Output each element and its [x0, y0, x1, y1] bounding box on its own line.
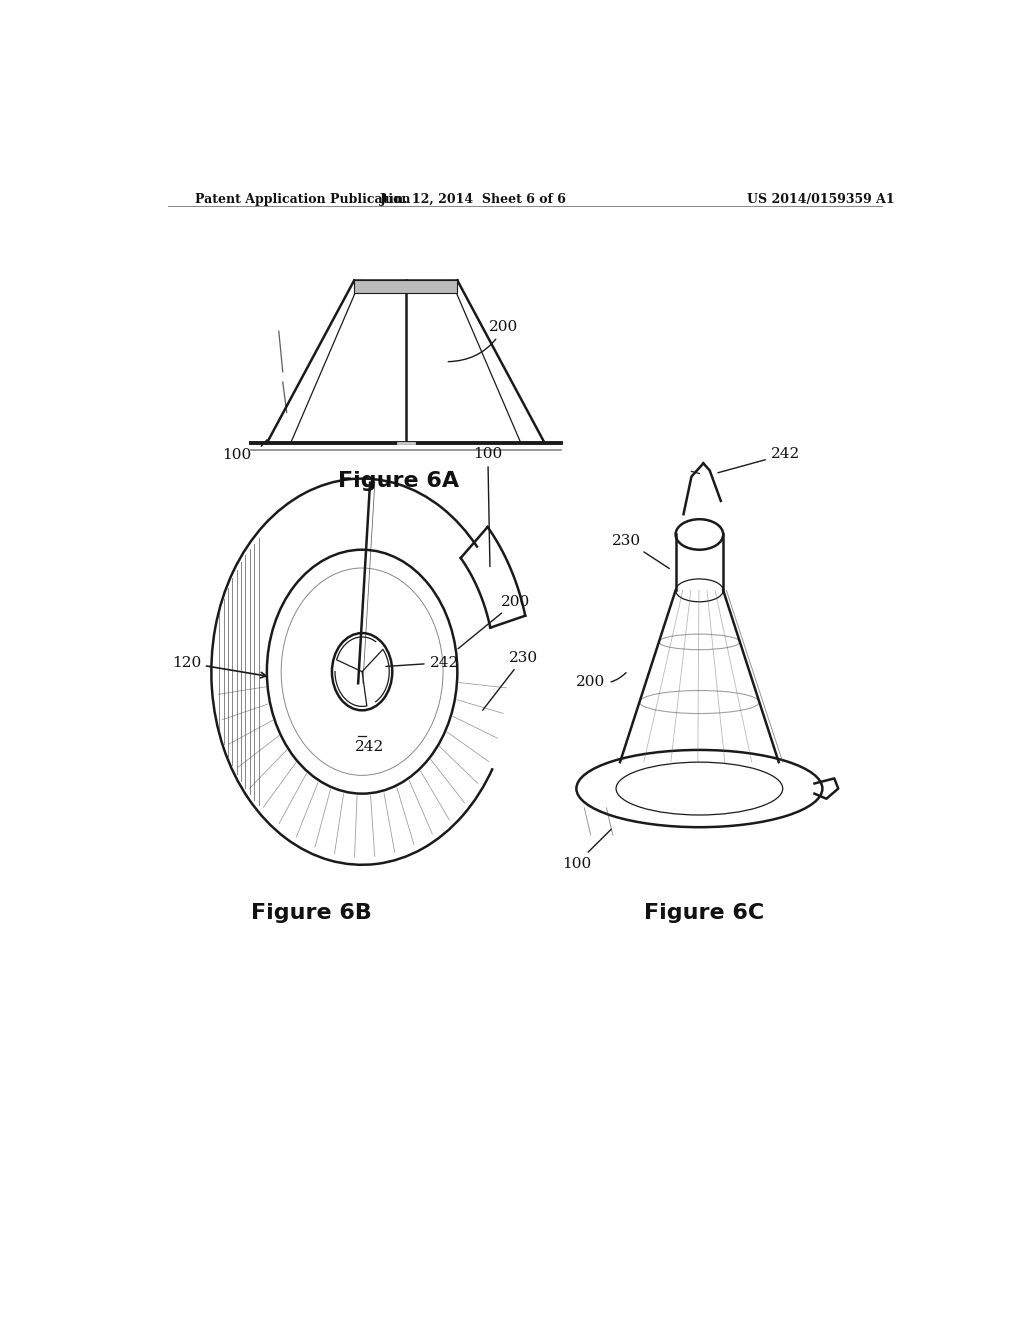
Text: 230: 230: [482, 651, 538, 710]
Text: 120: 120: [172, 656, 266, 677]
Text: 100: 100: [562, 829, 611, 871]
Text: 100: 100: [222, 447, 251, 462]
Text: 100: 100: [473, 447, 503, 566]
Text: 242: 242: [718, 447, 800, 473]
Text: 200: 200: [449, 321, 518, 362]
Text: Jun. 12, 2014  Sheet 6 of 6: Jun. 12, 2014 Sheet 6 of 6: [380, 193, 566, 206]
Text: Figure 6B: Figure 6B: [251, 903, 372, 924]
Text: Figure 6A: Figure 6A: [338, 471, 460, 491]
Text: Patent Application Publication: Patent Application Publication: [196, 193, 411, 206]
Text: Figure 6C: Figure 6C: [644, 903, 764, 924]
Text: 200: 200: [577, 673, 626, 689]
Text: 242: 242: [386, 656, 459, 669]
Text: US 2014/0159359 A1: US 2014/0159359 A1: [748, 193, 895, 206]
Text: 200: 200: [458, 594, 530, 648]
Text: 242: 242: [355, 741, 385, 754]
Text: 230: 230: [612, 533, 670, 569]
Polygon shape: [354, 280, 458, 293]
